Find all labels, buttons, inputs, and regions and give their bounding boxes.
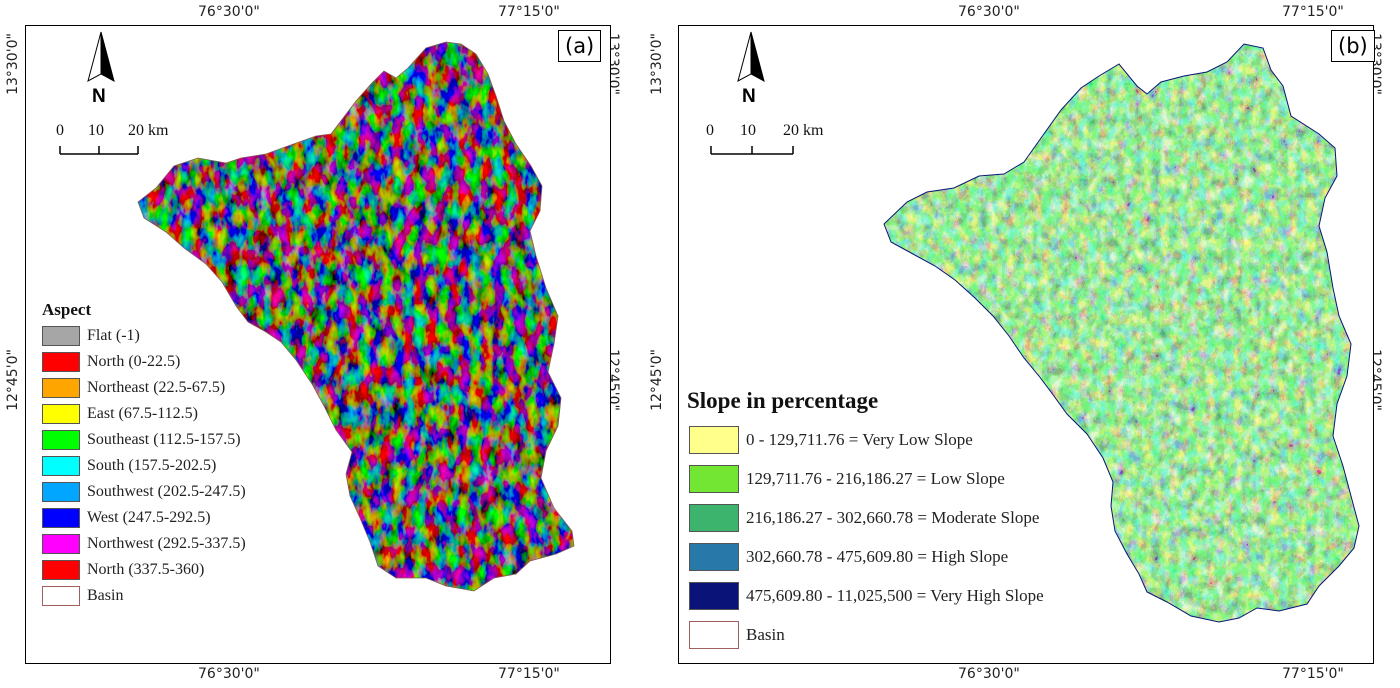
slope-legend-item: 475,609.80 - 11,025,500 = Very High Slop… — [689, 582, 1044, 610]
aspect-legend-swatch — [42, 560, 80, 580]
panel-a-legend-title: Aspect — [42, 300, 92, 319]
slope-legend-label: 216,186.27 - 302,660.78 = Moderate Slope — [746, 508, 1040, 527]
panel-b-map-frame: (b) N 0 10 20 km Slope in percentage 0 -… — [678, 25, 1375, 664]
scale-bar-b — [710, 146, 794, 155]
slope-legend-label: 0 - 129,711.76 = Very Low Slope — [746, 430, 973, 449]
slope-legend-label: Basin — [746, 625, 785, 644]
aspect-legend-label: East (67.5-112.5) — [87, 405, 198, 422]
aspect-legend-item: North (337.5-360) — [42, 560, 204, 580]
panel-b-label: (b) — [1331, 30, 1375, 62]
panel-b-coord-top-left: 76°30'0" — [958, 4, 1020, 20]
panel-b-scale-0: 0 — [706, 122, 714, 139]
aspect-legend-swatch — [42, 404, 80, 424]
aspect-legend-label: Southeast (112.5-157.5) — [87, 431, 241, 448]
aspect-legend-label: Northeast (22.5-67.5) — [87, 379, 226, 396]
slope-legend-swatch — [689, 582, 739, 610]
aspect-legend-item: Northwest (292.5-337.5) — [42, 534, 246, 554]
slope-legend-item: 0 - 129,711.76 = Very Low Slope — [689, 426, 973, 454]
panel-b-coord-left-top: 13°30'0" — [648, 33, 665, 95]
aspect-legend-swatch — [42, 378, 80, 398]
panel-b-map — [710, 31, 1360, 623]
aspect-legend-item: Basin — [42, 586, 123, 606]
aspect-legend-label: South (157.5-202.5) — [87, 457, 217, 474]
aspect-legend-item: Southeast (112.5-157.5) — [42, 430, 241, 450]
slope-legend-item: 216,186.27 - 302,660.78 = Moderate Slope — [689, 504, 1039, 532]
panel-b-coord-left-bottom: 12°45'0" — [648, 349, 665, 411]
slope-legend-swatch — [689, 621, 739, 649]
panel-b-north-label: N — [742, 86, 756, 107]
aspect-legend-label: North (337.5-360) — [87, 561, 205, 578]
panel-a-label: (a) — [558, 30, 602, 62]
slope-legend-label: 475,609.80 - 11,025,500 = Very High Slop… — [746, 586, 1044, 605]
aspect-legend-item: South (157.5-202.5) — [42, 456, 216, 476]
aspect-legend-swatch — [42, 430, 80, 450]
aspect-legend-swatch — [42, 586, 80, 606]
north-arrow-icon — [87, 31, 115, 82]
slope-legend-item: Basin — [689, 621, 785, 649]
panel-b-scale-20: 20 km — [783, 122, 824, 139]
panel-a-map-frame: (a) N 0 10 20 km Aspect Flat (-1) North (… — [25, 25, 611, 664]
aspect-legend-item: Northeast (22.5-67.5) — [42, 378, 225, 398]
panel-a-scale-10: 10 — [88, 122, 104, 139]
slope-legend-swatch — [689, 465, 739, 493]
scale-bar — [59, 146, 139, 155]
panel-b-coord-bottom-left: 76°30'0" — [958, 666, 1020, 682]
panel-a-map — [59, 31, 575, 592]
panel-a-scale-0: 0 — [56, 122, 64, 139]
slope-legend-swatch — [689, 426, 739, 454]
panel-b-legend-title: Slope in percentage — [687, 388, 879, 413]
aspect-legend-label: North (0-22.5) — [87, 353, 181, 370]
aspect-legend-label: West (247.5-292.5) — [87, 509, 211, 526]
aspect-legend-swatch — [42, 352, 80, 372]
slope-legend-item: 302,660.78 - 475,609.80 = High Slope — [689, 543, 1008, 571]
aspect-legend-label: Basin — [87, 587, 124, 604]
panel-a-coord-top-left: 76°30'0" — [198, 4, 260, 20]
aspect-legend-swatch — [42, 534, 80, 554]
slope-legend-label: 302,660.78 - 475,609.80 = High Slope — [746, 547, 1009, 566]
panel-a-coord-bottom-right: 77°15'0" — [498, 666, 560, 682]
panel-a-scale-20: 20 km — [128, 122, 169, 139]
aspect-legend-label: Flat (-1) — [87, 327, 140, 344]
slope-legend-swatch — [689, 543, 739, 571]
panel-a-coord-left-bottom: 12°45'0" — [4, 349, 21, 411]
panel-b-scale-10: 10 — [740, 122, 756, 139]
panel-a-north-label: N — [92, 86, 106, 107]
aspect-legend-label: Northwest (292.5-337.5) — [87, 535, 246, 552]
aspect-legend-label: Southwest (202.5-247.5) — [87, 483, 246, 500]
aspect-legend-item: Southwest (202.5-247.5) — [42, 482, 246, 502]
aspect-legend-item: East (67.5-112.5) — [42, 404, 198, 424]
aspect-legend-swatch — [42, 326, 80, 346]
slope-legend-item: 129,711.76 - 216,186.27 = Low Slope — [689, 465, 1005, 493]
aspect-legend-item: West (247.5-292.5) — [42, 508, 211, 528]
aspect-legend-swatch — [42, 508, 80, 528]
aspect-legend-swatch — [42, 456, 80, 476]
panel-b-coord-bottom-right: 77°15'0" — [1282, 666, 1344, 682]
slope-legend-swatch — [689, 504, 739, 532]
panel-b-coord-top-right: 77°15'0" — [1282, 4, 1344, 20]
aspect-legend-item: North (0-22.5) — [42, 352, 180, 372]
north-arrow-icon-b — [737, 31, 765, 82]
slope-legend-label: 129,711.76 - 216,186.27 = Low Slope — [746, 469, 1005, 488]
aspect-legend-item: Flat (-1) — [42, 326, 140, 346]
panel-a-coord-left-top: 13°30'0" — [4, 33, 21, 95]
panel-a-coord-top-right: 77°15'0" — [498, 4, 560, 20]
aspect-legend-swatch — [42, 482, 80, 502]
panel-a-coord-bottom-left: 76°30'0" — [198, 666, 260, 682]
